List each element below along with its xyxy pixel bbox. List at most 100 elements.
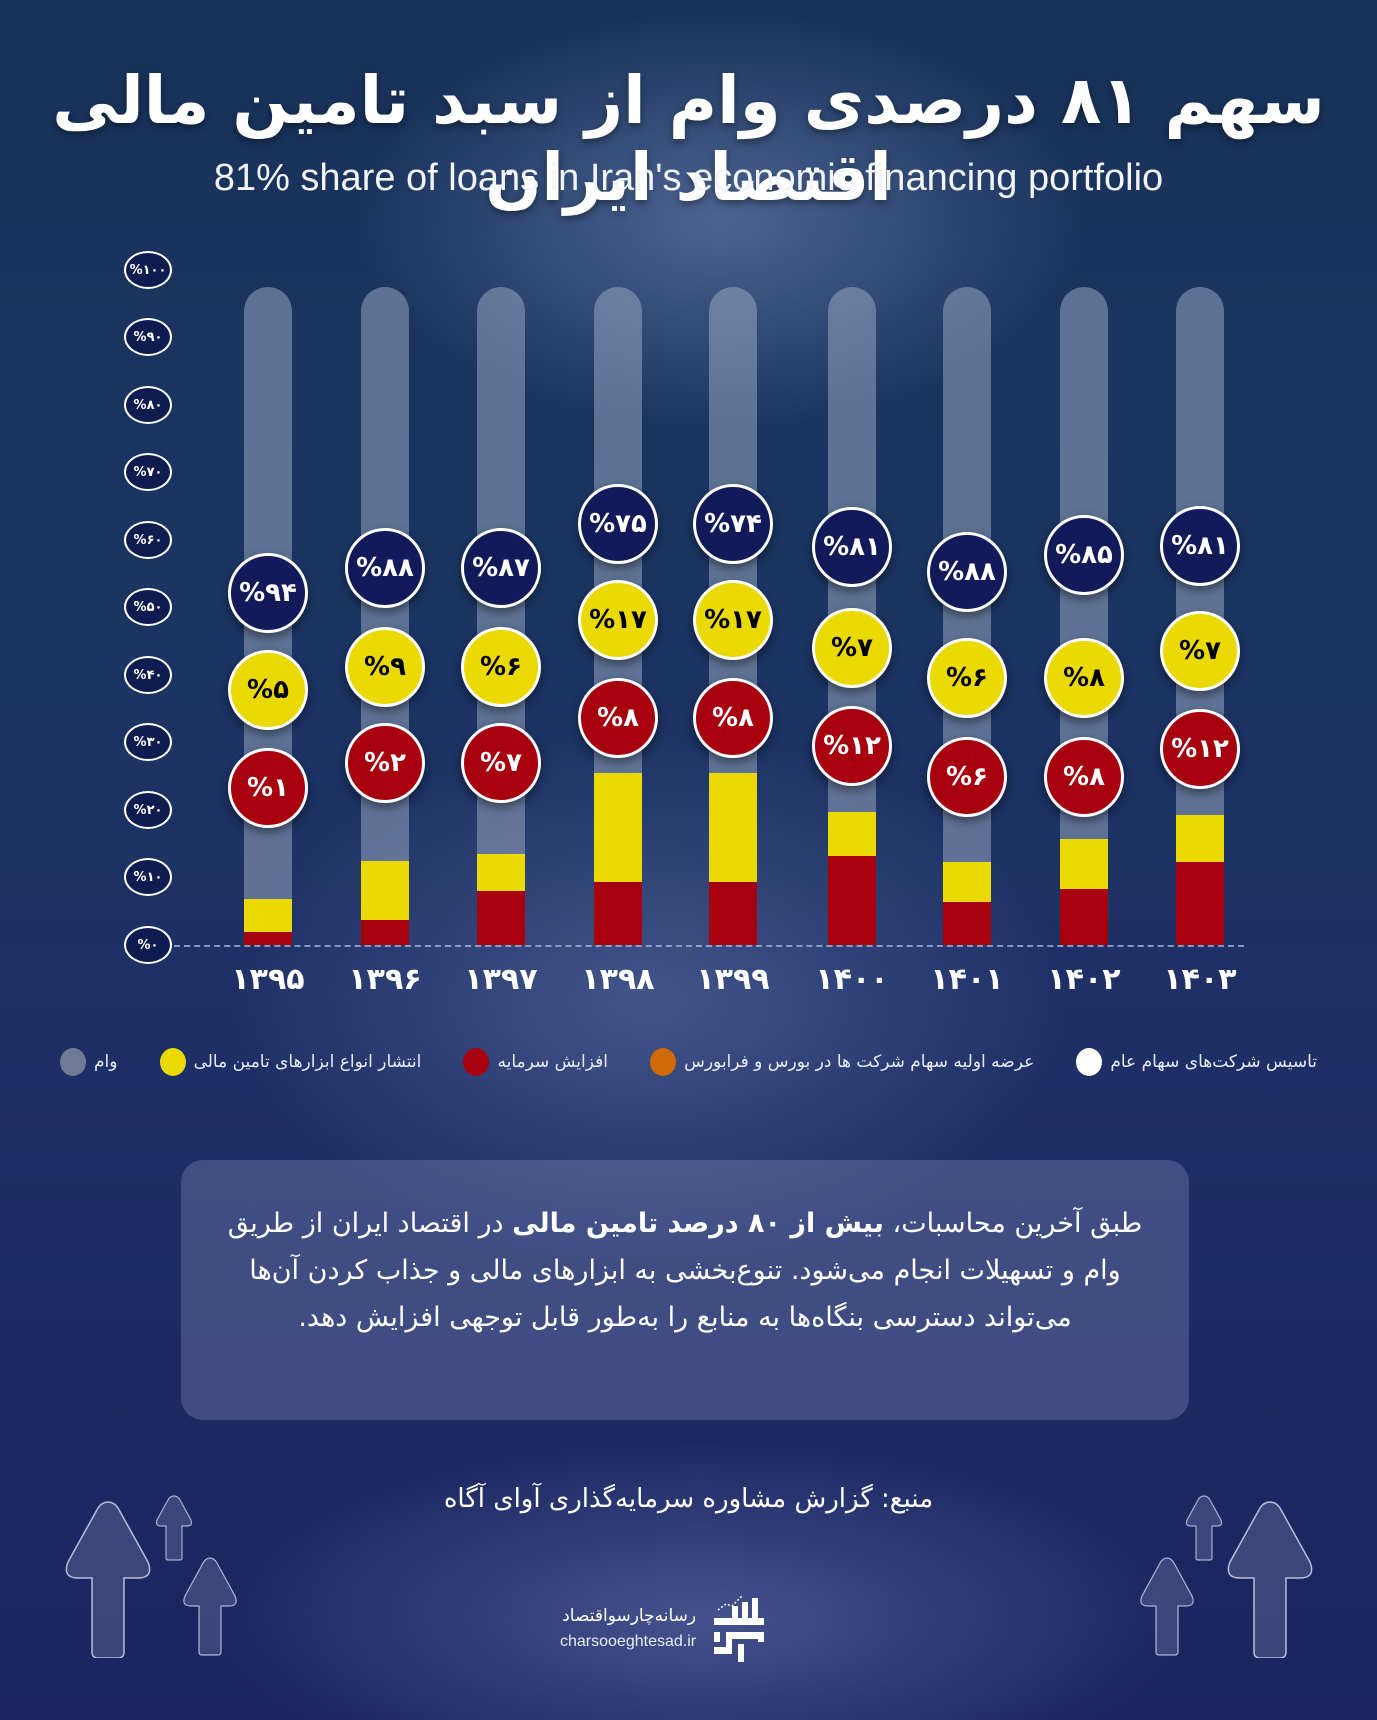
page-subtitle: 81% share of loans in Iran's economic fi… bbox=[213, 157, 1164, 199]
bar-segment-capital bbox=[943, 902, 991, 945]
y-tick: %۳۰ bbox=[124, 723, 172, 761]
charsoo-logo-icon bbox=[714, 1595, 765, 1662]
bar-segment-instruments bbox=[1060, 839, 1108, 889]
loan-value-bubble: %۷۵ bbox=[578, 484, 658, 564]
legend-label: عرضه اولیه سهام شرکت ها در بورس و فرابور… bbox=[684, 1052, 1035, 1072]
bar-segment-capital bbox=[244, 932, 292, 945]
bar-track bbox=[1060, 287, 1108, 945]
summary-highlight: بیش از ۸۰ درصد تامین مالی bbox=[512, 1208, 884, 1239]
instruments-value-bubble: %۷ bbox=[1160, 611, 1240, 691]
bar-segment-instruments bbox=[1176, 815, 1224, 862]
loan-value-bubble: %۹۴ bbox=[228, 553, 308, 633]
capital-value-bubble: %۱ bbox=[228, 748, 308, 828]
legend-label: انتشار انواع ابزارهای تامین مالی bbox=[193, 1052, 422, 1072]
legend-label: تاسیس شرکت‌های سهام عام bbox=[1110, 1052, 1317, 1072]
capital-value-bubble: %۸ bbox=[693, 678, 773, 758]
capital-value-bubble: %۶ bbox=[927, 737, 1007, 817]
chart-legend: تاسیس شرکت‌های سهام عام عرضه اولیه سهام … bbox=[60, 1044, 1317, 1080]
instruments-value-bubble: %۸ bbox=[1044, 638, 1124, 718]
bar-track bbox=[477, 287, 525, 945]
loan-value-bubble: %۷۴ bbox=[693, 484, 773, 564]
brand-url: charsooeghtesad.ir bbox=[560, 1633, 697, 1650]
legend-item-capital-increase: افزایش سرمایه bbox=[463, 1048, 608, 1076]
year-label: ۱۳۹۹ bbox=[696, 962, 770, 997]
capital-value-bubble: %۸ bbox=[578, 678, 658, 758]
capital-value-bubble: %۷ bbox=[461, 723, 541, 803]
loan-value-bubble: %۸۵ bbox=[1044, 515, 1124, 595]
bar-segment-capital bbox=[828, 856, 876, 945]
bar-segment-capital bbox=[709, 882, 757, 945]
y-tick: %۲۰ bbox=[124, 791, 172, 829]
bar-segment-instruments bbox=[943, 862, 991, 902]
year-label: ۱۳۹۵ bbox=[231, 962, 305, 997]
y-tick: %۷۰ bbox=[124, 453, 172, 491]
legend-swatch-orange-icon bbox=[650, 1048, 677, 1076]
year-label: ۱۴۰۱ bbox=[930, 962, 1004, 997]
legend-item-instruments: انتشار انواع ابزارهای تامین مالی bbox=[159, 1048, 422, 1076]
y-tick: %۱۰۰ bbox=[124, 251, 172, 289]
capital-value-bubble: %۱۲ bbox=[1160, 709, 1240, 789]
bar-segment-instruments bbox=[594, 773, 642, 882]
bar-segment-instruments bbox=[477, 854, 525, 891]
bar-segment-instruments bbox=[828, 812, 876, 856]
legend-swatch-gray-icon bbox=[60, 1048, 87, 1076]
arrow-up-icon bbox=[1140, 1557, 1194, 1656]
summary-box: طبق آخرین محاسبات، بیش از ۸۰ درصد تامین … bbox=[181, 1160, 1189, 1420]
bar-segment-instruments bbox=[361, 861, 409, 920]
year-label: ۱۳۹۷ bbox=[464, 962, 538, 997]
instruments-value-bubble: %۵ bbox=[228, 650, 308, 730]
arrow-up-icon bbox=[65, 1501, 151, 1658]
brand-footer: رسانه‌چارسواقتصاد charsooeghtesad.ir bbox=[560, 1592, 782, 1666]
y-tick: %۹۰ bbox=[124, 318, 172, 356]
bar-segment-capital bbox=[477, 891, 525, 945]
instruments-value-bubble: %۷ bbox=[812, 608, 892, 688]
loan-value-bubble: %۸۷ bbox=[461, 528, 541, 608]
summary-text-part2: در اقتصاد ایران از طریق وام و تسهیلات ان… bbox=[227, 1208, 1121, 1333]
y-tick: %۴۰ bbox=[124, 656, 172, 694]
year-label: ۱۴۰۲ bbox=[1047, 962, 1121, 997]
y-tick: %۸۰ bbox=[124, 386, 172, 424]
legend-label: وام bbox=[94, 1052, 118, 1072]
y-tick: %۰ bbox=[124, 926, 172, 964]
loan-value-bubble: %۸۱ bbox=[812, 507, 892, 587]
y-tick: %۵۰ bbox=[124, 588, 172, 626]
brand-name: رسانه‌چارسواقتصاد bbox=[562, 1606, 697, 1626]
page-title: سهم ۸۱ درصدی وام از سبد تامین مالی اقتصا… bbox=[52, 62, 1326, 216]
loan-value-bubble: %۸۱ bbox=[1160, 506, 1240, 586]
instruments-value-bubble: %۱۷ bbox=[578, 580, 658, 660]
bar-track bbox=[943, 287, 991, 945]
instruments-value-bubble: %۹ bbox=[345, 627, 425, 707]
instruments-value-bubble: %۱۷ bbox=[693, 580, 773, 660]
capital-value-bubble: %۲ bbox=[345, 723, 425, 803]
instruments-value-bubble: %۶ bbox=[927, 638, 1007, 718]
legend-swatch-white-icon bbox=[1076, 1048, 1103, 1076]
year-label: ۱۳۹۸ bbox=[581, 962, 655, 997]
arrow-up-icon bbox=[1227, 1501, 1313, 1658]
legend-swatch-yellow-icon bbox=[159, 1048, 186, 1076]
year-label: ۱۴۰۳ bbox=[1163, 962, 1237, 997]
bar-track bbox=[361, 287, 409, 945]
arrow-up-icon bbox=[1185, 1495, 1223, 1561]
capital-value-bubble: %۸ bbox=[1044, 737, 1124, 817]
year-label: ۱۳۹۶ bbox=[348, 962, 422, 997]
loan-value-bubble: %۸۸ bbox=[927, 532, 1007, 612]
chart-baseline bbox=[174, 945, 1244, 947]
bar-segment-capital bbox=[1060, 889, 1108, 945]
bar-segment-capital bbox=[1176, 862, 1224, 945]
year-label: ۱۴۰۰ bbox=[815, 962, 889, 997]
arrow-up-icon bbox=[155, 1495, 193, 1561]
y-tick: %۶۰ bbox=[124, 521, 172, 559]
capital-value-bubble: %۱۲ bbox=[812, 706, 892, 786]
bar-segment-capital bbox=[594, 882, 642, 945]
y-tick: %۱۰ bbox=[124, 858, 172, 896]
source-citation: منبع: گزارش مشاوره سرمایه‌گذاری آوای آگا… bbox=[443, 1484, 934, 1514]
legend-item-public-companies: تاسیس شرکت‌های سهام عام bbox=[1076, 1048, 1317, 1076]
legend-swatch-red-icon bbox=[463, 1048, 490, 1076]
legend-label: افزایش سرمایه bbox=[497, 1052, 608, 1072]
bar-segment-capital bbox=[361, 920, 409, 945]
bar-segment-instruments bbox=[244, 899, 292, 932]
arrow-up-icon bbox=[183, 1557, 237, 1656]
summary-text-part1: طبق آخرین محاسبات، bbox=[883, 1208, 1143, 1239]
instruments-value-bubble: %۶ bbox=[461, 627, 541, 707]
bar-segment-instruments bbox=[709, 773, 757, 882]
